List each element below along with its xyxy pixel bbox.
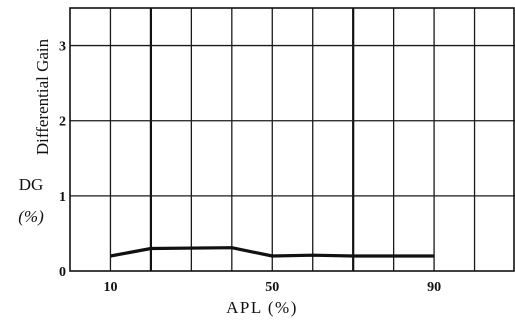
y-tick-label: 0 [59, 265, 66, 280]
x-tick-labels: 10 50 90 [103, 280, 441, 295]
y-tick-label: 2 [59, 115, 66, 130]
plot-frame [69, 7, 515, 272]
y-axis-title-short: DG [19, 175, 44, 194]
x-tick-label: 90 [427, 280, 441, 295]
x-tick-label: 50 [265, 280, 279, 295]
y-tick-labels: 0 1 2 3 [59, 40, 66, 280]
y-tick-label: 1 [59, 190, 66, 205]
x-axis-title: APL (%) [226, 298, 298, 317]
y-axis-title-unit: (%) [18, 207, 44, 226]
y-tick-label: 3 [59, 40, 66, 55]
gridlines [70, 8, 515, 271]
y-axis-title-vertical: Differential Gain [33, 38, 52, 155]
series-layer [110, 246, 435, 258]
series-line [110, 246, 435, 258]
x-tick-label: 10 [103, 280, 117, 295]
